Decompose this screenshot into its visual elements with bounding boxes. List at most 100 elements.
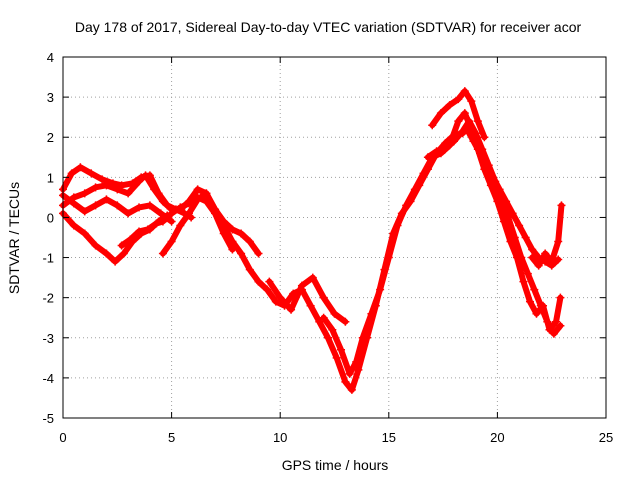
data-point xyxy=(543,317,552,326)
data-point xyxy=(556,321,565,330)
data-point xyxy=(497,193,506,202)
data-point xyxy=(552,317,561,326)
data-point xyxy=(126,235,135,244)
y-tick-label: 2 xyxy=(47,130,54,145)
data-point xyxy=(308,273,317,282)
data-point xyxy=(541,249,550,258)
data-point xyxy=(254,249,263,258)
data-point xyxy=(515,221,524,230)
data-point xyxy=(345,369,354,378)
series-layer xyxy=(59,87,566,394)
x-tick-label: 20 xyxy=(490,430,504,445)
data-point xyxy=(454,95,463,104)
data-point xyxy=(523,269,532,278)
data-point xyxy=(491,177,500,186)
y-tick-label: 0 xyxy=(47,210,54,225)
series-line xyxy=(529,202,565,269)
data-point xyxy=(135,203,144,212)
series-arc-5 xyxy=(117,193,237,254)
x-tick-label: 5 xyxy=(168,430,175,445)
data-point xyxy=(113,185,122,194)
series-line xyxy=(429,88,488,141)
plot-frame xyxy=(62,56,607,419)
data-point xyxy=(91,241,100,250)
data-point xyxy=(454,117,463,126)
y-tick-label: -2 xyxy=(42,291,54,306)
data-point xyxy=(98,175,107,184)
data-point xyxy=(113,201,122,210)
data-point xyxy=(76,163,85,172)
data-point xyxy=(517,253,526,262)
data-point xyxy=(80,207,89,216)
data-point xyxy=(445,101,454,110)
data-point xyxy=(167,237,176,246)
data-point xyxy=(237,229,246,238)
series-arc-9 xyxy=(428,87,489,142)
series-arc-8 xyxy=(423,117,565,338)
data-point xyxy=(102,249,111,258)
series-line xyxy=(266,274,349,325)
data-point xyxy=(287,305,296,314)
ticks xyxy=(62,56,607,419)
y-tick-label: 4 xyxy=(47,50,54,65)
data-point xyxy=(532,309,541,318)
chart-title: Day 178 of 2017, Sidereal Day-to-day VTE… xyxy=(75,19,582,35)
data-point xyxy=(152,219,161,228)
data-point xyxy=(332,353,341,362)
data-point xyxy=(202,189,211,198)
data-point xyxy=(432,147,441,156)
data-point xyxy=(358,333,367,342)
data-point xyxy=(484,161,493,170)
data-point xyxy=(265,277,274,286)
data-point xyxy=(410,185,419,194)
data-point xyxy=(193,185,202,194)
data-point xyxy=(297,281,306,290)
data-point xyxy=(102,181,111,190)
data-point xyxy=(119,249,128,258)
data-point xyxy=(323,333,332,342)
data-point xyxy=(478,145,487,154)
data-point xyxy=(87,169,96,178)
data-point xyxy=(143,225,152,234)
data-point xyxy=(480,133,489,142)
data-point xyxy=(67,169,76,178)
x-tick-label: 25 xyxy=(599,430,613,445)
data-point xyxy=(436,109,445,118)
data-point xyxy=(449,137,458,146)
data-point xyxy=(519,277,528,286)
data-point xyxy=(384,253,393,262)
data-point xyxy=(315,317,324,326)
y-tick-label: -1 xyxy=(42,251,54,266)
data-point xyxy=(557,201,566,210)
data-point xyxy=(441,145,450,154)
data-point xyxy=(167,209,176,218)
data-point xyxy=(135,177,144,186)
data-point xyxy=(80,189,89,198)
data-point xyxy=(536,301,545,310)
tick-labels: 0 5 10 15 20 25 -5 -4 -3 -2 -1 0 1 2 3 4 xyxy=(42,50,613,445)
data-point xyxy=(117,241,126,250)
data-point xyxy=(306,301,315,310)
data-point xyxy=(428,121,437,130)
data-point xyxy=(460,109,469,118)
data-point xyxy=(158,249,167,258)
data-point xyxy=(549,329,558,338)
data-point xyxy=(486,181,495,190)
data-point xyxy=(245,265,254,274)
data-point xyxy=(328,325,337,334)
data-point xyxy=(423,153,432,162)
data-point xyxy=(219,221,228,230)
data-point xyxy=(263,285,272,294)
data-point xyxy=(504,213,513,222)
data-point xyxy=(354,365,363,374)
y-tick-label: -3 xyxy=(42,331,54,346)
data-point xyxy=(80,229,89,238)
data-point xyxy=(530,285,539,294)
series-line xyxy=(60,172,262,257)
data-point xyxy=(402,201,411,210)
x-tick-label: 15 xyxy=(382,430,396,445)
data-point xyxy=(473,117,482,126)
data-point xyxy=(167,217,176,226)
data-point xyxy=(69,199,78,208)
